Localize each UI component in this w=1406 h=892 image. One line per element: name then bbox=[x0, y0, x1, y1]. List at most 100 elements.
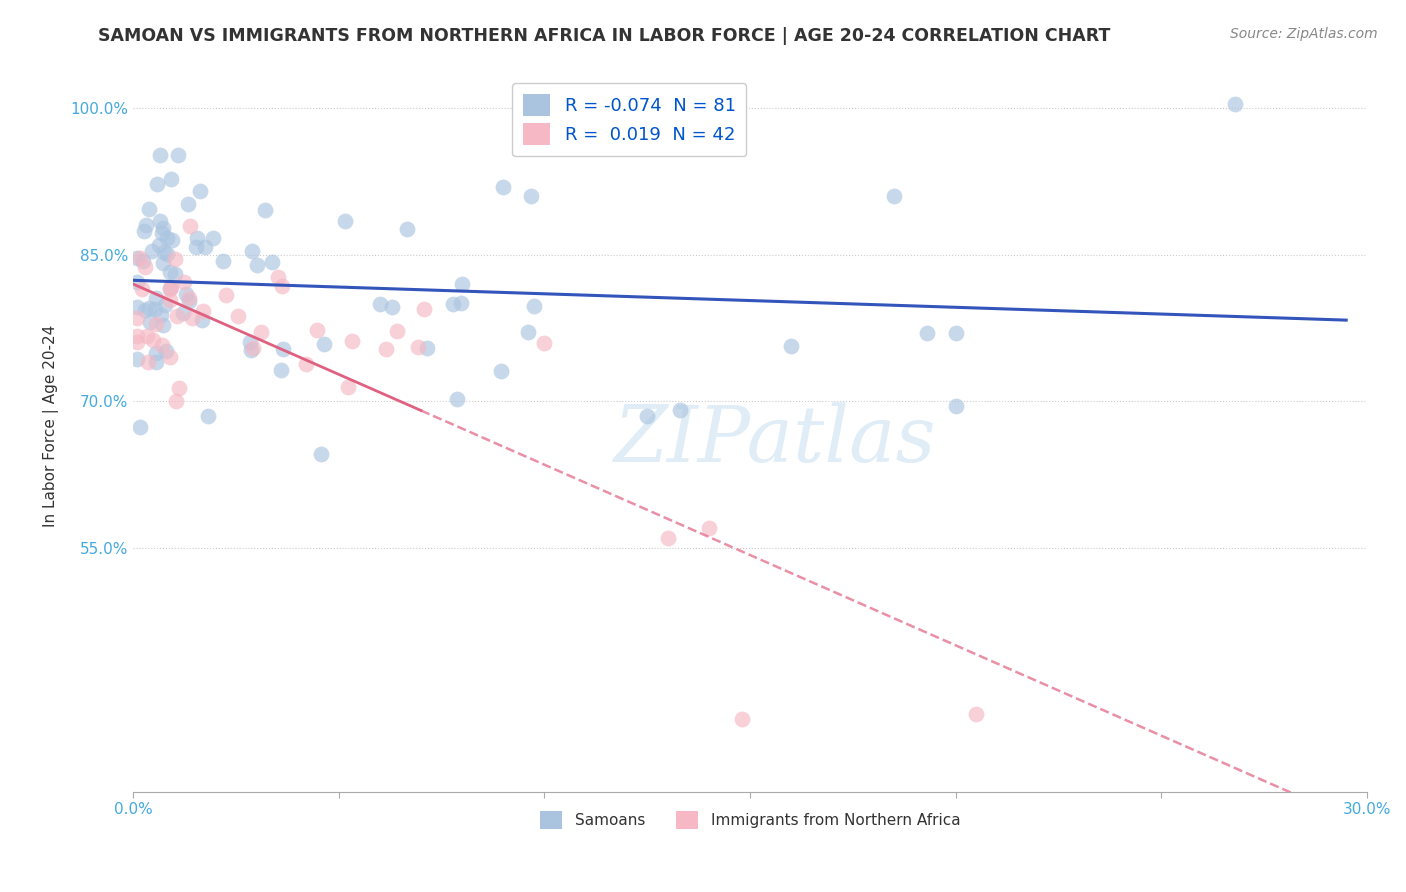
Point bbox=[134, 302, 156, 317]
Point bbox=[163, 267, 186, 281]
Point bbox=[139, 315, 162, 329]
Point bbox=[945, 399, 967, 413]
Point bbox=[153, 244, 176, 259]
Point bbox=[387, 324, 409, 338]
Point bbox=[413, 301, 436, 316]
Point bbox=[179, 293, 201, 308]
Point bbox=[152, 220, 174, 235]
Point bbox=[396, 221, 419, 235]
Point bbox=[335, 214, 357, 228]
Point bbox=[416, 341, 439, 355]
Point bbox=[451, 277, 474, 292]
Point bbox=[295, 357, 318, 371]
Point bbox=[657, 531, 679, 545]
Point bbox=[172, 306, 194, 320]
Point bbox=[127, 329, 149, 343]
Point bbox=[136, 355, 159, 369]
Point bbox=[156, 246, 179, 260]
Point bbox=[150, 337, 173, 351]
Point bbox=[136, 329, 159, 343]
Point bbox=[271, 278, 294, 293]
Point bbox=[159, 280, 181, 294]
Point bbox=[149, 308, 172, 322]
Point bbox=[186, 230, 208, 244]
Point bbox=[441, 297, 464, 311]
Point bbox=[731, 712, 754, 726]
Point bbox=[131, 282, 153, 296]
Point bbox=[127, 310, 149, 325]
Point bbox=[127, 252, 149, 266]
Point bbox=[446, 392, 468, 407]
Point bbox=[135, 218, 157, 232]
Point bbox=[239, 335, 262, 350]
Point bbox=[965, 706, 987, 721]
Point bbox=[138, 301, 160, 315]
Point bbox=[520, 189, 543, 203]
Point bbox=[142, 333, 165, 347]
Point bbox=[194, 240, 217, 254]
Point bbox=[134, 224, 156, 238]
Point bbox=[254, 203, 277, 218]
Text: Source: ZipAtlas.com: Source: ZipAtlas.com bbox=[1230, 27, 1378, 41]
Point bbox=[314, 337, 336, 351]
Point bbox=[260, 255, 283, 269]
Point bbox=[697, 521, 720, 535]
Point bbox=[159, 351, 181, 365]
Point bbox=[311, 447, 333, 461]
Point bbox=[127, 335, 149, 350]
Point bbox=[489, 364, 512, 378]
Point bbox=[181, 311, 204, 326]
Point bbox=[132, 254, 155, 268]
Point bbox=[636, 409, 658, 423]
Point bbox=[167, 381, 190, 395]
Point bbox=[340, 334, 363, 349]
Point bbox=[174, 286, 197, 301]
Point bbox=[155, 343, 177, 358]
Point bbox=[533, 335, 555, 350]
Point bbox=[149, 214, 172, 228]
Point bbox=[134, 260, 156, 274]
Point bbox=[945, 326, 967, 340]
Point bbox=[450, 296, 472, 310]
Point bbox=[669, 403, 692, 417]
Point bbox=[915, 326, 938, 340]
Point bbox=[129, 419, 152, 434]
Point bbox=[381, 300, 404, 314]
Point bbox=[179, 291, 201, 305]
Point bbox=[307, 323, 329, 337]
Point bbox=[160, 280, 183, 294]
Point bbox=[159, 293, 181, 307]
Point bbox=[141, 244, 163, 259]
Point bbox=[271, 342, 294, 356]
Point bbox=[215, 288, 238, 302]
Point bbox=[166, 309, 188, 323]
Point bbox=[145, 355, 167, 369]
Point bbox=[883, 189, 905, 203]
Point bbox=[270, 362, 292, 376]
Point bbox=[780, 339, 803, 353]
Point bbox=[240, 343, 263, 358]
Point bbox=[162, 234, 184, 248]
Point bbox=[159, 282, 181, 296]
Point bbox=[152, 318, 174, 333]
Point bbox=[138, 202, 160, 216]
Point bbox=[492, 179, 515, 194]
Point bbox=[127, 351, 149, 366]
Point bbox=[145, 291, 167, 305]
Text: ZIPatlas: ZIPatlas bbox=[613, 402, 936, 479]
Point bbox=[160, 172, 183, 186]
Point bbox=[156, 230, 179, 244]
Point bbox=[368, 296, 391, 310]
Point bbox=[148, 237, 170, 252]
Point bbox=[127, 275, 149, 289]
Point bbox=[159, 265, 181, 279]
Point bbox=[173, 275, 195, 289]
Point bbox=[127, 300, 149, 314]
Point bbox=[152, 256, 174, 270]
Y-axis label: In Labor Force | Age 20-24: In Labor Force | Age 20-24 bbox=[44, 325, 59, 527]
Point bbox=[167, 148, 190, 162]
Point bbox=[153, 298, 176, 312]
Point bbox=[374, 342, 396, 356]
Point bbox=[336, 380, 359, 394]
Point bbox=[240, 244, 263, 259]
